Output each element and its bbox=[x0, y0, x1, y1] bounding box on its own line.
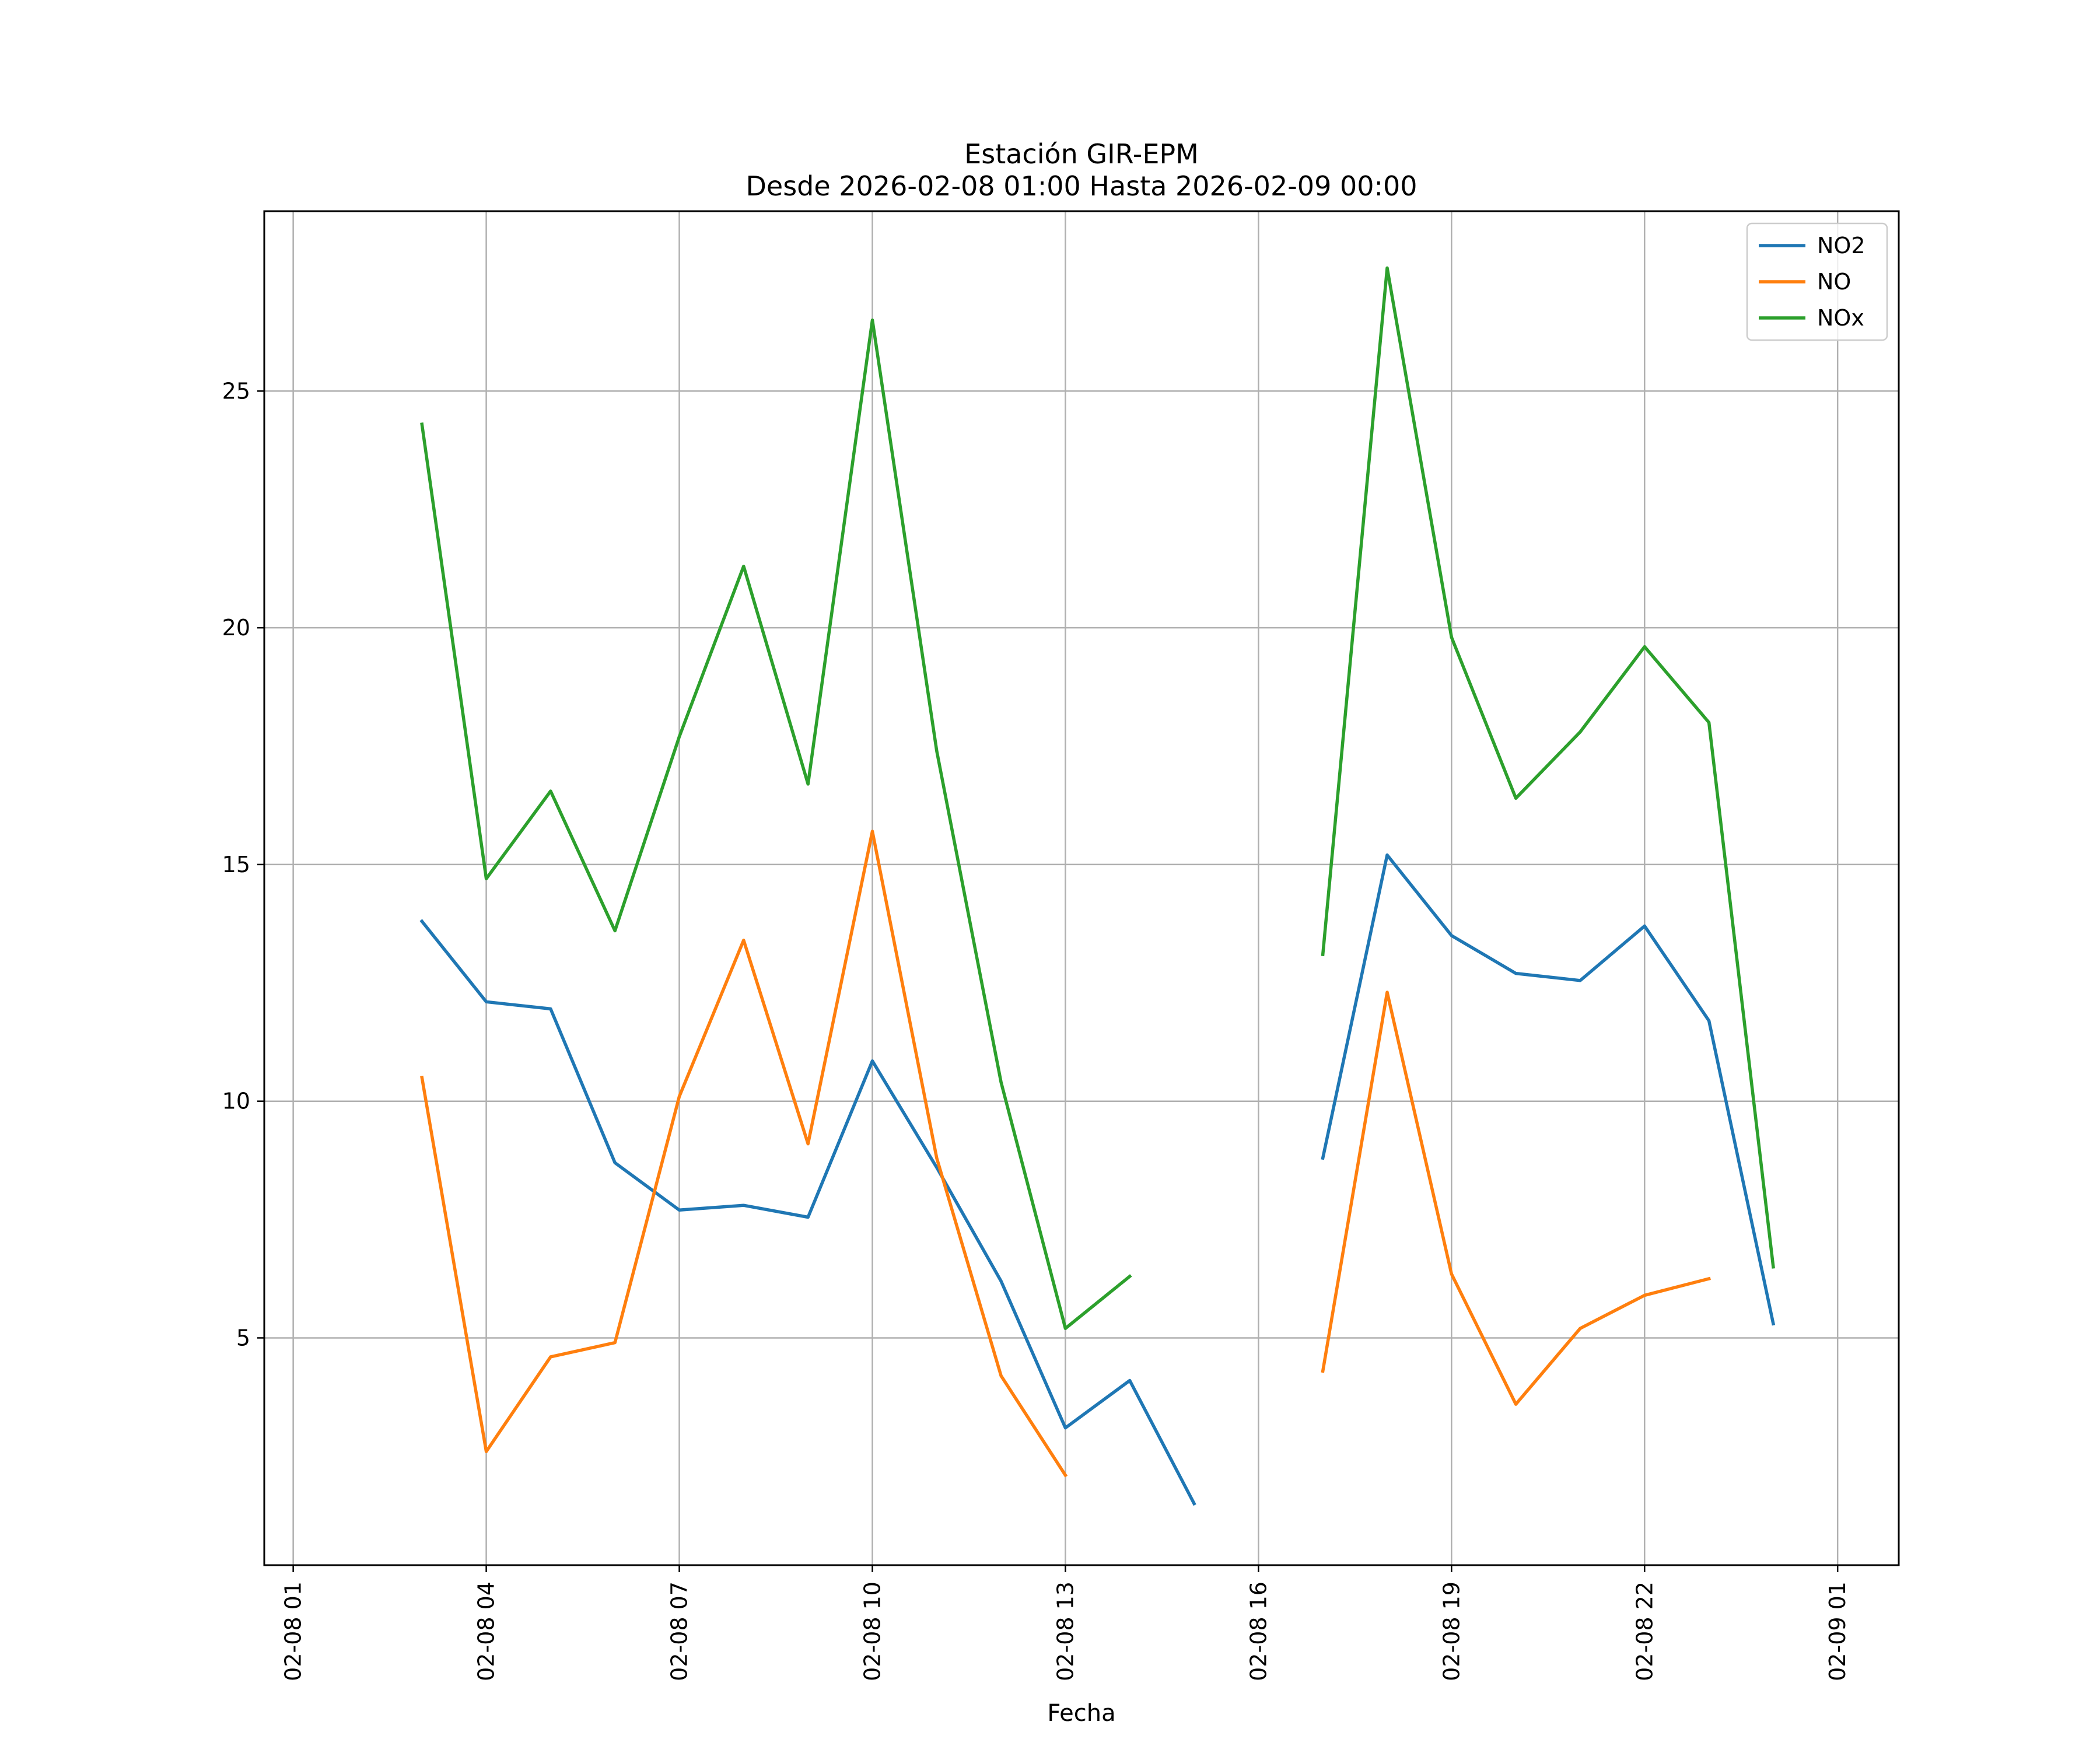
x-tick-label: 02-08 16 bbox=[1245, 1581, 1271, 1681]
x-tick-label: 02-08 07 bbox=[667, 1581, 692, 1681]
plot-area-frame bbox=[263, 210, 1900, 1566]
legend-label-no2: NO2 bbox=[1817, 233, 1866, 258]
x-tick-label: 02-08 04 bbox=[474, 1581, 499, 1681]
chart-title: Estación GIR-EPM bbox=[964, 138, 1199, 170]
series-lines bbox=[419, 266, 1776, 1506]
series-nox bbox=[420, 266, 1775, 1330]
y-tick-label: 20 bbox=[222, 615, 250, 641]
y-tick-label: 25 bbox=[222, 378, 250, 404]
series-line-no2 bbox=[1321, 853, 1776, 1326]
x-tick-label: 02-08 13 bbox=[1052, 1581, 1078, 1681]
axis-ticks: 02-08 01 02-08 04 02-08 07 02-08 10 02-08 13… bbox=[222, 378, 1851, 1681]
legend-box bbox=[1746, 222, 1888, 341]
y-tick-label: 15 bbox=[222, 852, 250, 877]
series-line-nox bbox=[1321, 266, 1775, 1269]
x-tick-label: 02-09 01 bbox=[1825, 1581, 1850, 1681]
series-line-no bbox=[420, 830, 1068, 1478]
x-tick-label: 02-08 19 bbox=[1438, 1581, 1464, 1681]
y-tick-label: 10 bbox=[222, 1089, 250, 1114]
grid bbox=[264, 211, 1899, 1565]
chart-subtitle: Desde 2026-02-08 01:00 Hasta 2026-02-09 … bbox=[746, 170, 1417, 202]
series-no2 bbox=[419, 853, 1776, 1506]
legend-label-no: NO bbox=[1817, 269, 1851, 295]
series-line-nox bbox=[420, 318, 1132, 1330]
x-tick-label: 02-08 22 bbox=[1632, 1581, 1657, 1681]
legend: NO2 NO NOx bbox=[1746, 222, 1888, 341]
x-tick-label: 02-08 01 bbox=[281, 1581, 306, 1681]
x-tick-label: 02-08 10 bbox=[859, 1581, 885, 1681]
legend-label-nox: NOx bbox=[1817, 305, 1864, 331]
y-tick-label: 5 bbox=[236, 1325, 250, 1350]
series-line-no bbox=[1321, 991, 1711, 1406]
series-no bbox=[420, 830, 1711, 1478]
x-axis-label: Fecha bbox=[1047, 1700, 1115, 1727]
series-line-no2 bbox=[419, 919, 1196, 1506]
